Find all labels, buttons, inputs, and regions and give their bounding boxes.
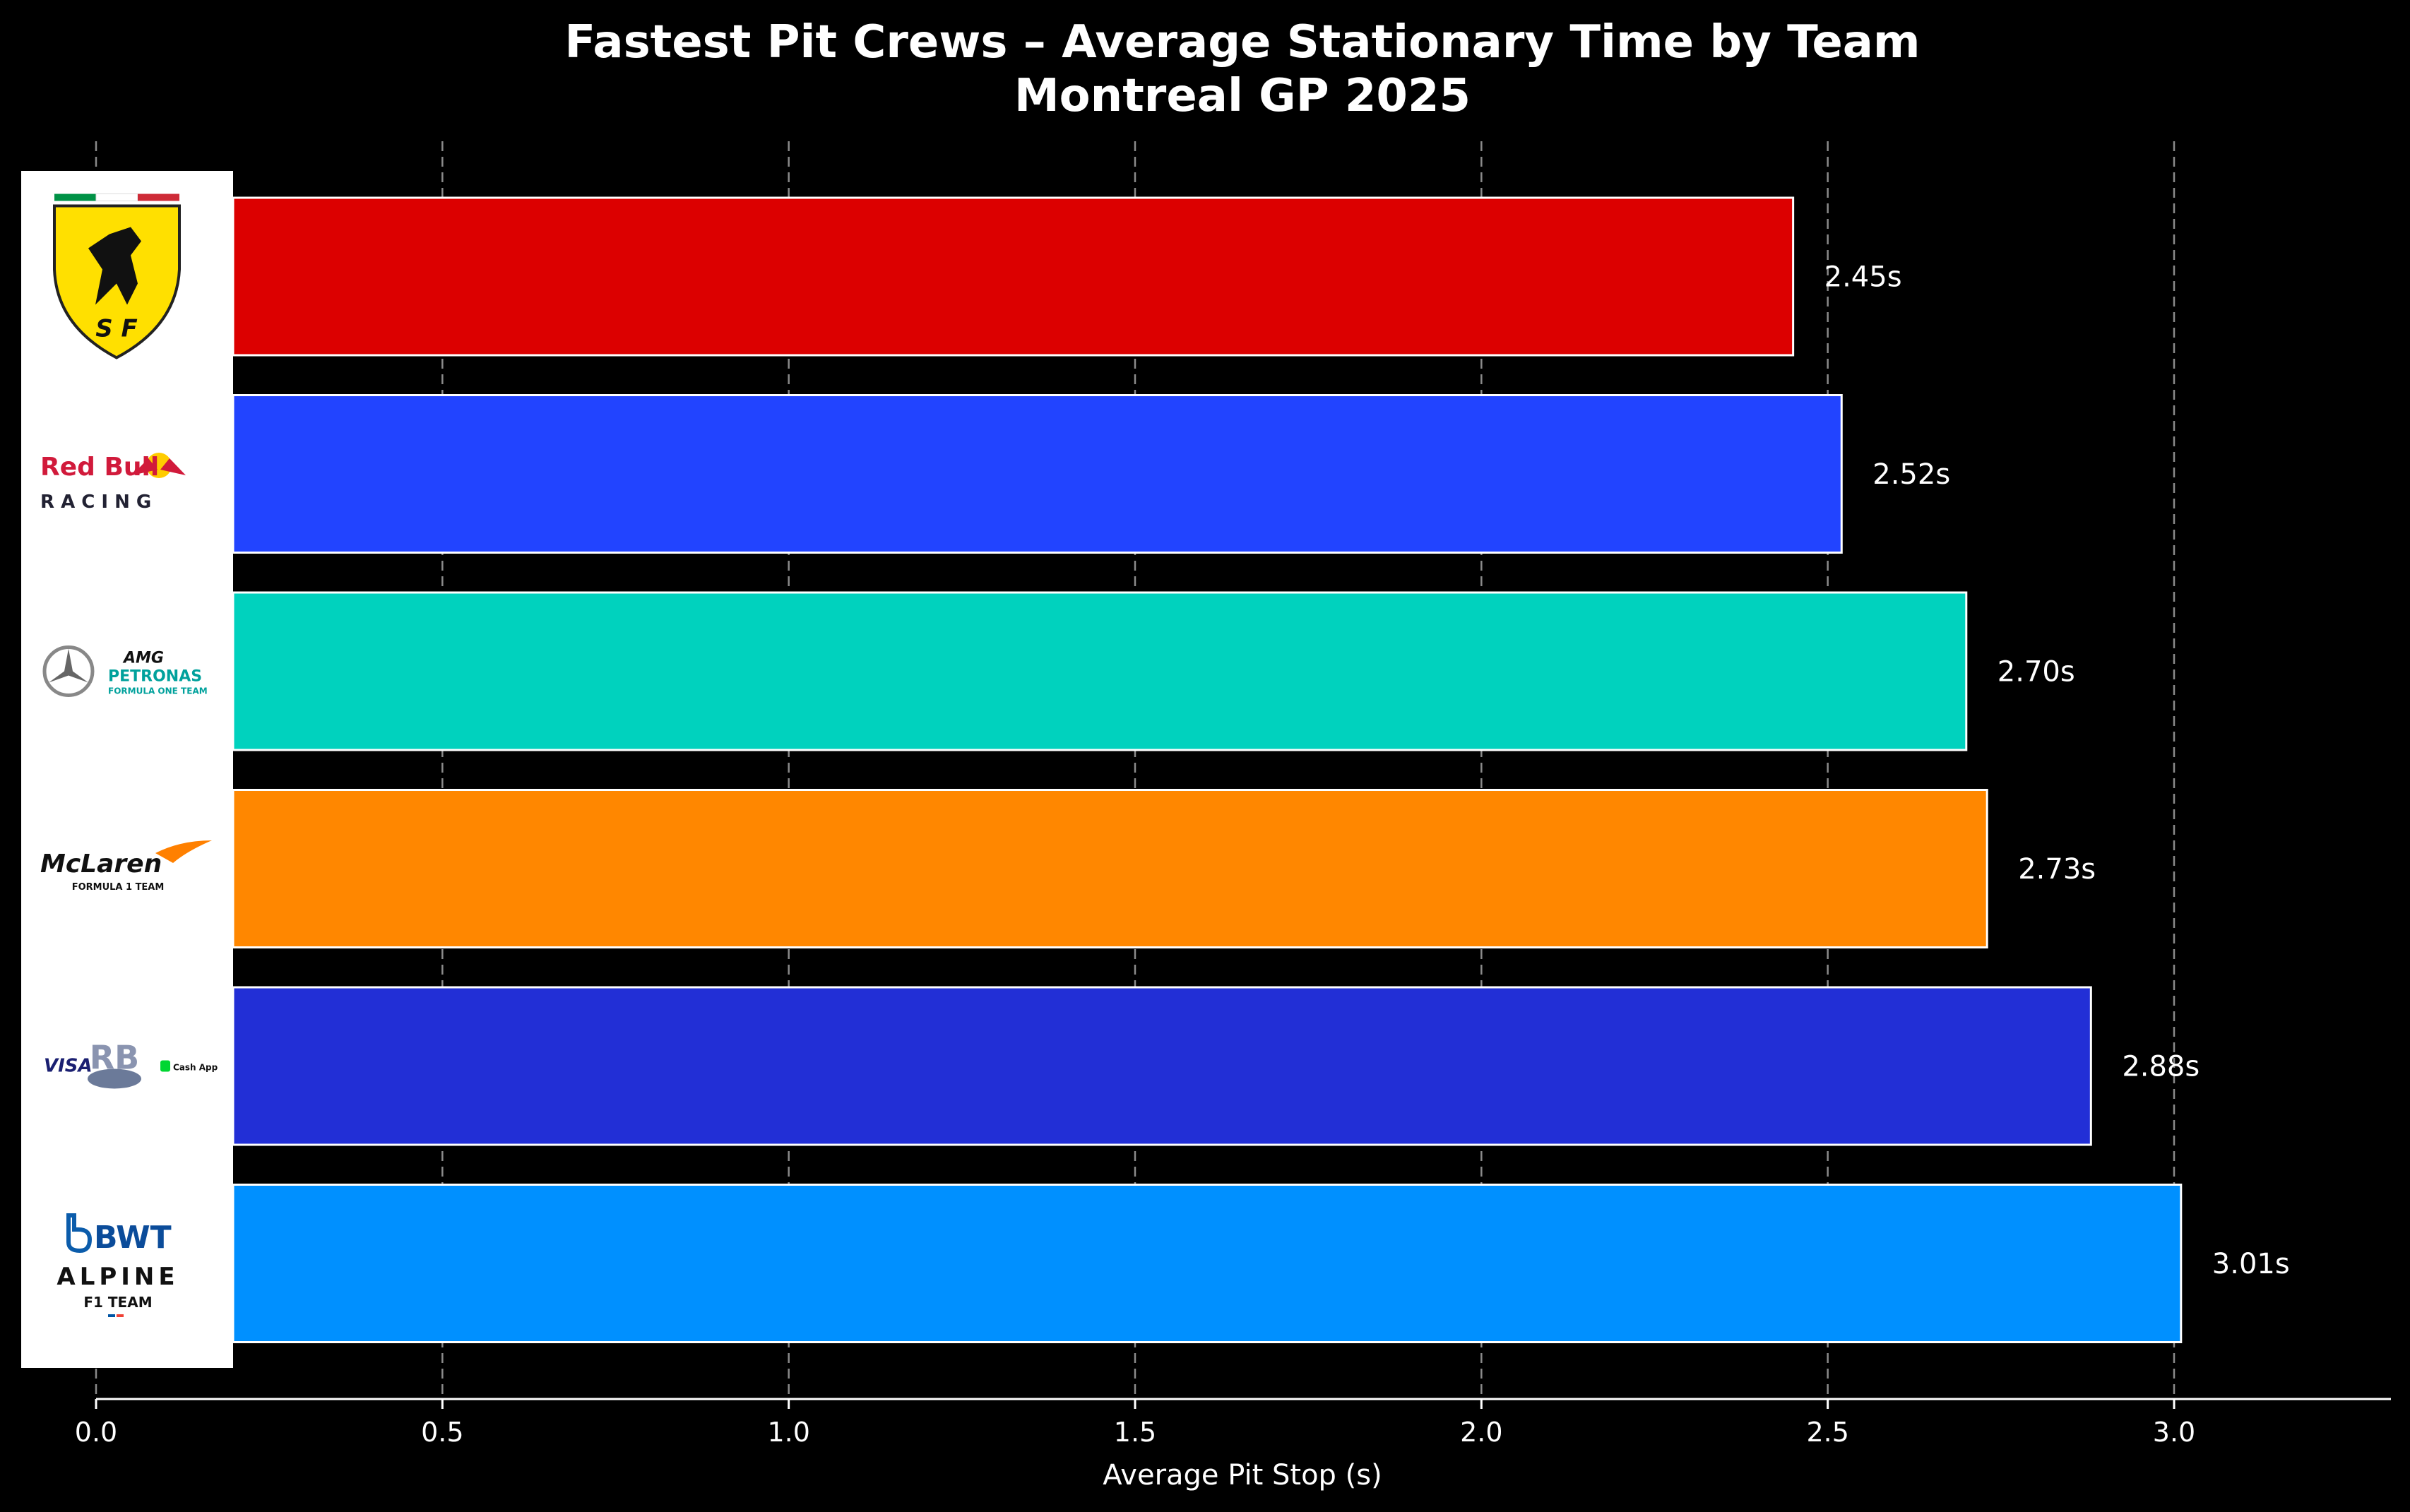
x-tick-label: 2.0	[1460, 1417, 1502, 1448]
mercedes-team-text: FORMULA ONE TEAM	[108, 686, 208, 696]
redbull-logo-icon	[132, 453, 186, 478]
chart-title: Fastest Pit Crews – Average Stationary T…	[564, 16, 1920, 69]
x-tick-label: 1.0	[767, 1417, 809, 1448]
bar	[232, 196, 1795, 357]
x-tick-label: 1.5	[1114, 1417, 1156, 1448]
x-axis-label: Average Pit Stop (s)	[1103, 1459, 1382, 1492]
bars: 2.45s 2.52s 2.70s 2.73s 2.88s 3.01s	[232, 196, 2290, 1343]
ferrari-logo-text: S F	[95, 315, 138, 343]
bar	[232, 1184, 2183, 1343]
racing-bulls-logo-icon	[88, 1060, 170, 1089]
chart-subtitle: Montreal GP 2025	[1014, 70, 1471, 122]
bar-value-label: 2.73s	[2018, 853, 2096, 886]
racing-bulls-rb-text: RB	[90, 1039, 139, 1077]
bar	[232, 986, 2092, 1146]
mercedes-petronas-text: PETRONAS	[108, 668, 202, 686]
x-tick-label: 0.0	[75, 1417, 117, 1448]
mercedes-amg-text: AMG	[122, 650, 164, 667]
mercedes-logo-icon	[42, 645, 95, 697]
bar-value-label: 3.01s	[2212, 1248, 2290, 1280]
alpine-logo-icon	[66, 1213, 124, 1317]
racing-bulls-visa-text: VISA	[44, 1056, 93, 1077]
alpine-name-text: ALPINE	[57, 1263, 179, 1291]
x-tick-label: 3.0	[2153, 1417, 2195, 1448]
x-tick-label: 0.5	[421, 1417, 463, 1448]
alpine-bwt-text: BWT	[94, 1220, 172, 1256]
bar	[232, 591, 1968, 751]
logo-panel	[21, 171, 233, 1368]
x-axis-ticks: 0.0 0.5 1.0 1.5 2.0 2.5 3.0	[75, 1399, 2195, 1448]
bar-value-label: 2.70s	[1998, 656, 2075, 689]
bar-value-label: 2.45s	[1824, 261, 1902, 294]
bar-value-label: 2.52s	[1872, 458, 1950, 491]
racing-bulls-cashapp-text: Cash App	[173, 1063, 218, 1073]
bar	[232, 789, 1988, 948]
redbull-logo-text: Red Bull	[40, 453, 159, 482]
mclaren-team-text: FORMULA 1 TEAM	[72, 882, 165, 893]
mclaren-logo-text: McLaren	[40, 850, 162, 879]
bar-value-label: 2.88s	[2122, 1051, 2200, 1083]
ferrari-logo-icon	[53, 194, 181, 359]
bar	[232, 394, 1843, 554]
redbull-racing-text: R A C I N G	[40, 492, 151, 513]
alpine-f1-team-text: F1 TEAM	[83, 1294, 152, 1311]
mclaren-logo-icon	[155, 840, 212, 863]
x-tick-label: 2.5	[1806, 1417, 1848, 1448]
